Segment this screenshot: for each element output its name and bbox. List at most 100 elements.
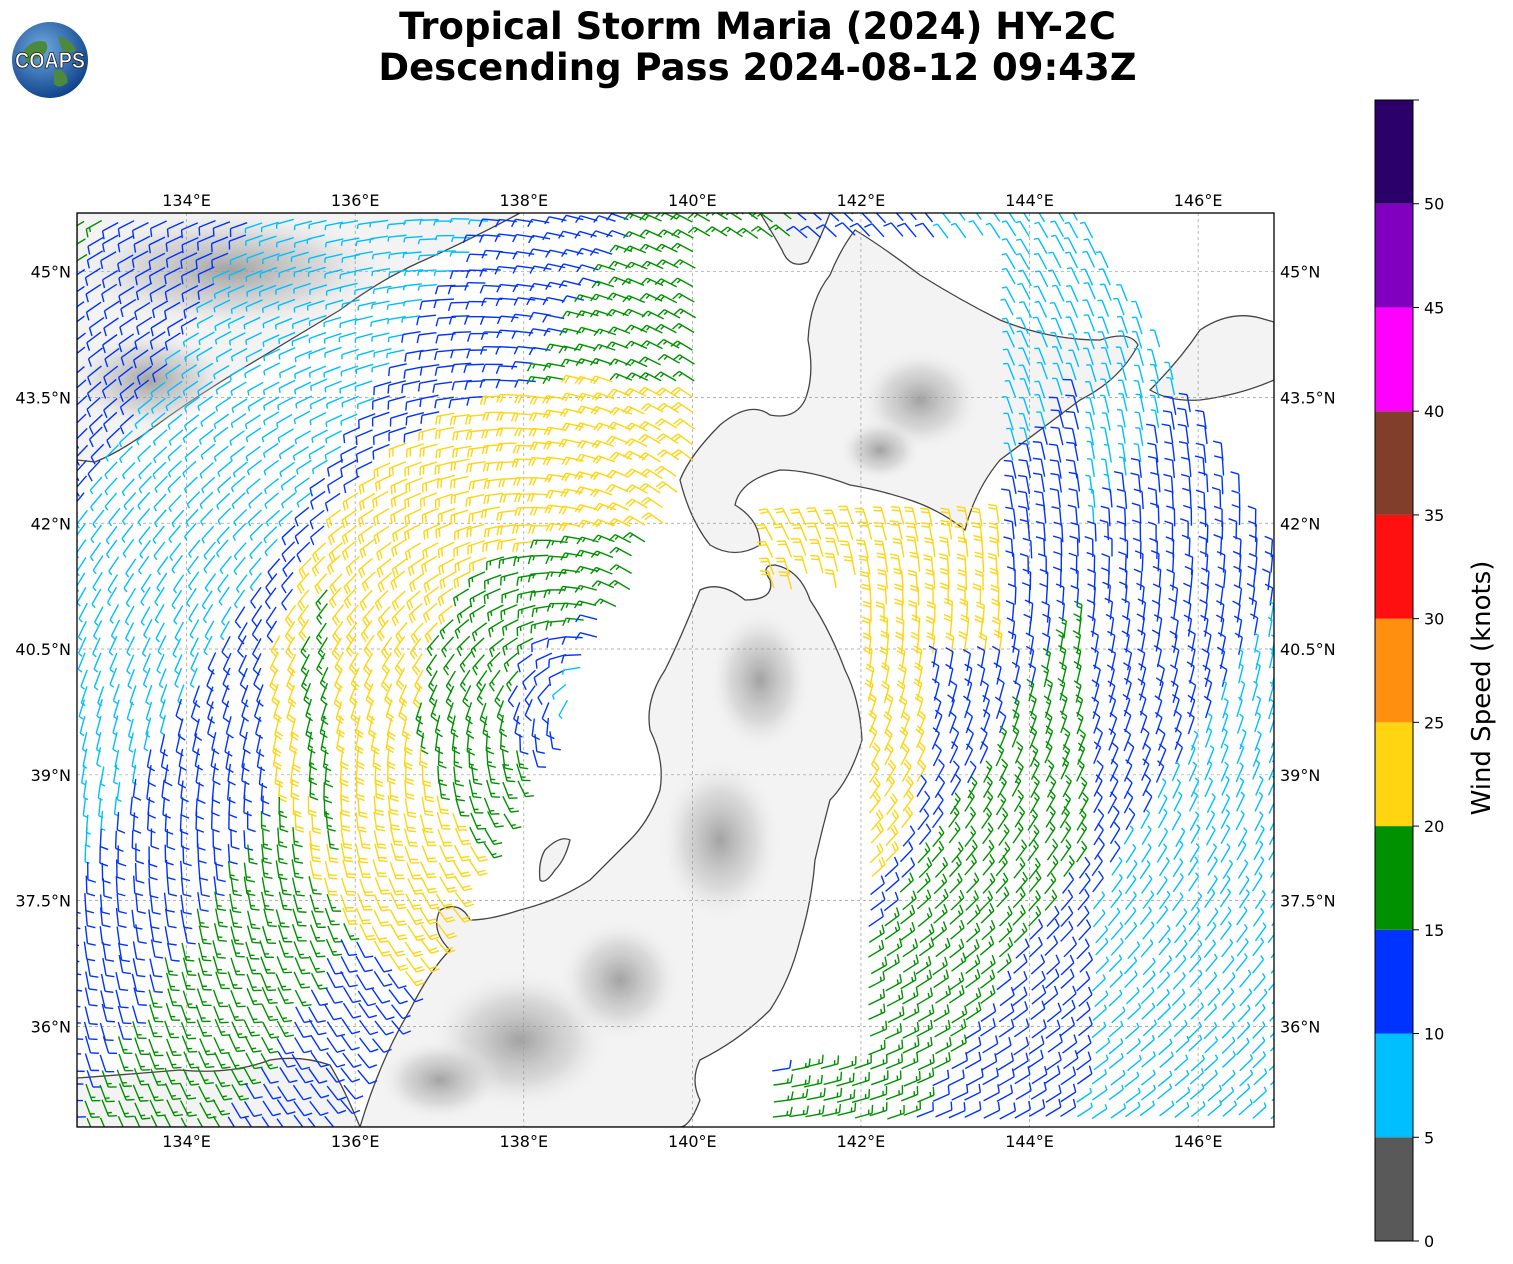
wind-barb-half-flag xyxy=(356,224,359,230)
wind-barb-shaft xyxy=(861,213,873,224)
wind-barb-full-flag xyxy=(528,248,534,257)
wind-barb xyxy=(512,251,535,260)
wind-barb-full-flag xyxy=(500,611,503,620)
wind-barb-shaft xyxy=(1023,213,1030,222)
wind-barb-full-flag xyxy=(896,222,906,228)
wind-barb-half-flag xyxy=(490,611,493,616)
wind-barb-shaft xyxy=(1060,538,1063,557)
wind-barb xyxy=(543,263,566,272)
wind-barb-half-flag xyxy=(1117,424,1123,427)
wind-barb xyxy=(85,283,102,303)
wind-barb-full-flag xyxy=(84,277,89,287)
wind-barb-shaft xyxy=(60,543,70,558)
wind-barb-full-flag xyxy=(471,513,474,522)
wind-barb-half-flag xyxy=(386,305,389,310)
wind-barb-shaft xyxy=(938,193,949,207)
wind-barb-shaft xyxy=(180,252,198,262)
wind-barb-shaft xyxy=(165,282,182,293)
wind-barb-shaft xyxy=(1069,251,1079,269)
wind-barb-shaft xyxy=(1054,220,1065,237)
wind-barb-shaft xyxy=(150,220,167,230)
wind-barb-half-flag xyxy=(486,594,489,600)
wind-barb xyxy=(834,222,856,236)
wind-barb-full-flag xyxy=(70,248,72,256)
wind-barb xyxy=(545,281,568,290)
wind-barb-half-flag xyxy=(1079,221,1085,224)
wind-barb-full-flag xyxy=(69,230,71,238)
wind-barb-shaft xyxy=(181,267,198,277)
wind-barb xyxy=(785,194,806,205)
wind-barb-half-flag xyxy=(533,591,537,597)
wind-barb xyxy=(87,236,104,255)
wind-barb-half-flag xyxy=(711,228,716,233)
wind-barb xyxy=(339,220,359,229)
wind-barb-shaft xyxy=(85,283,102,295)
wind-barb xyxy=(117,254,134,273)
wind-barb-full-flag xyxy=(495,251,501,260)
wind-barb xyxy=(1064,221,1079,239)
wind-barb xyxy=(655,243,678,253)
wind-barb xyxy=(932,223,949,239)
wind-barb xyxy=(447,285,469,295)
wind-barb-half-flag xyxy=(932,223,938,227)
wind-barb xyxy=(590,230,613,239)
wind-barb-full-flag xyxy=(640,260,648,268)
wind-barb-shaft xyxy=(419,284,437,287)
wind-barb-full-flag xyxy=(904,506,913,509)
wind-barb-shaft xyxy=(1037,238,1048,255)
wind-barb xyxy=(59,460,71,481)
wind-barb-full-flag xyxy=(420,415,423,424)
wind-barb-full-flag xyxy=(479,285,485,294)
wind-barb-full-flag xyxy=(485,542,488,552)
wind-barb-half-flag xyxy=(1032,316,1038,319)
wind-barb-half-flag xyxy=(1118,442,1123,445)
wind-barb-full-flag xyxy=(639,229,647,237)
wind-barb xyxy=(63,589,72,608)
wind-barb xyxy=(324,268,343,279)
wind-barb-full-flag xyxy=(789,508,799,511)
wind-barb xyxy=(227,284,245,298)
wind-barb-half-flag xyxy=(402,253,405,259)
wind-barb-full-flag xyxy=(511,219,517,228)
wind-barb-full-flag xyxy=(149,293,153,303)
wind-barb-shaft xyxy=(56,284,71,294)
wind-barb-shaft xyxy=(77,238,86,245)
wind-barb-full-flag xyxy=(164,275,167,285)
wind-barb-shaft xyxy=(954,223,967,239)
wind-barb-shaft xyxy=(1005,253,1016,270)
wind-barb-full-flag xyxy=(528,235,534,244)
wind-barb xyxy=(59,478,70,499)
wind-barb-full-flag xyxy=(372,451,375,460)
wind-barb-full-flag xyxy=(434,466,437,475)
wind-barb xyxy=(306,234,325,244)
wind-barb xyxy=(197,283,215,300)
wind-barb-full-flag xyxy=(774,526,783,529)
wind-barb xyxy=(134,267,152,286)
wind-barb-shaft xyxy=(516,283,535,288)
wind-barb xyxy=(899,192,918,205)
wind-barb xyxy=(993,213,1001,222)
wind-barb-shaft xyxy=(954,189,965,203)
wind-barb-shaft xyxy=(932,571,936,590)
wind-barb-full-flag xyxy=(482,543,485,553)
wind-barb-full-flag xyxy=(71,358,74,366)
wind-barb xyxy=(386,285,406,294)
wind-barb-full-flag xyxy=(54,327,57,335)
wind-barb xyxy=(1058,213,1065,222)
wind-barb-full-flag xyxy=(593,215,600,223)
wind-barb-full-flag xyxy=(498,560,501,569)
wind-barb-shaft xyxy=(373,285,392,291)
wind-barb xyxy=(639,229,663,238)
wind-barb-shaft xyxy=(245,222,263,230)
wind-barb-full-flag xyxy=(131,230,135,239)
wind-barb-full-flag xyxy=(736,227,744,234)
wind-barb xyxy=(1034,221,1049,239)
wind-barb-shaft xyxy=(53,236,68,245)
wind-barb-full-flag xyxy=(133,244,137,253)
wind-barb-shaft xyxy=(1139,505,1142,524)
wind-barb xyxy=(639,213,662,222)
wind-barb xyxy=(1008,213,1016,223)
wind-barb-shaft xyxy=(133,235,151,245)
wind-barb-shaft xyxy=(324,268,343,275)
wind-barb xyxy=(800,213,822,221)
